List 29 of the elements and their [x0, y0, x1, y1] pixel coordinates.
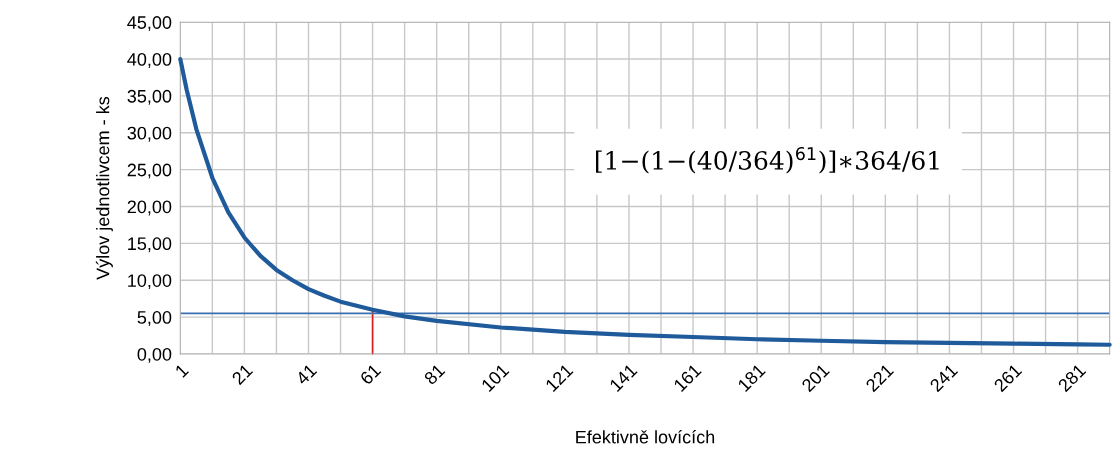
x-tick-label: 261: [993, 363, 1023, 393]
x-tick-label: 141: [609, 363, 638, 392]
annotation: [1−(1−(40/364)$^{61}$)]∗364/61: [596, 146, 939, 174]
x-tick-label: 21: [231, 363, 254, 386]
y-tick-label: 10,00: [128, 274, 172, 290]
x-axis-title: Efektivně lovících: [576, 430, 715, 444]
y-tick-label: 25,00: [127, 163, 172, 179]
x-tick-label: 121: [544, 363, 574, 392]
y-tick-label: 35,00: [127, 89, 172, 105]
line-series: [178, 56, 1112, 347]
x-tick-label: 61: [359, 363, 382, 386]
x-tick-label: 1: [174, 363, 189, 378]
x-tick-label: 241: [929, 363, 959, 393]
x-tick-label: 81: [423, 363, 446, 386]
y-tick-label: 0,00: [137, 347, 172, 363]
y-tick-label: 5,00: [137, 311, 172, 326]
x-tick-label: 221: [865, 363, 894, 393]
x-tick-label: 41: [295, 363, 318, 386]
x-tick-label: 201: [800, 363, 830, 393]
y-tick-label: 40,00: [127, 52, 172, 68]
y-tick-label: 45,00: [127, 16, 172, 32]
x-tick-label: 281: [1057, 363, 1087, 393]
y-tick-label: 20,00: [127, 200, 172, 216]
y-tick-label: 30,00: [127, 126, 172, 142]
y-tick-label: 15,00: [128, 237, 172, 253]
x-tick-label: 101: [480, 363, 510, 393]
x-tick-label: 161: [673, 363, 702, 393]
x-tick-label: 181: [737, 363, 766, 393]
y-axis-title: Výlov jednotlivcem - ks: [95, 96, 113, 280]
